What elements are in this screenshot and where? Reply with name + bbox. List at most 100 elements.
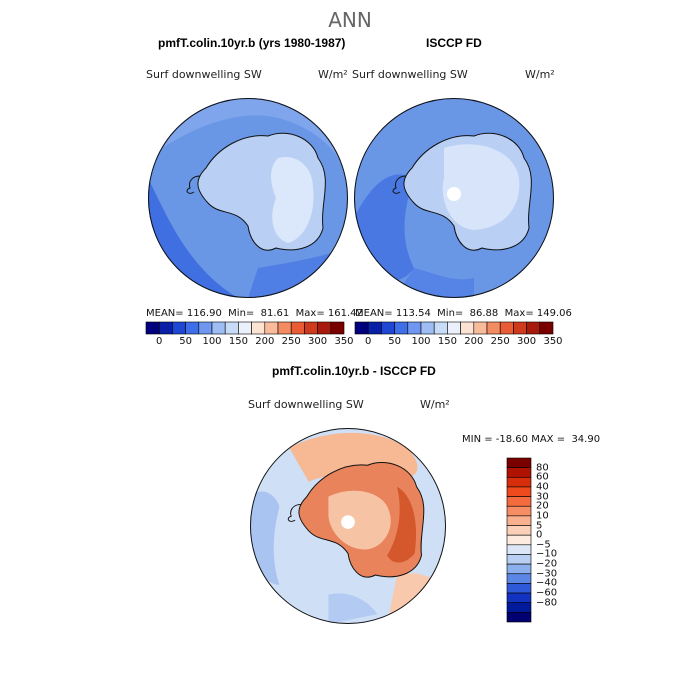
colorbar2-swatch: [354, 321, 369, 335]
colorbar1-tick-label: 150: [228, 336, 248, 347]
colorbar3-swatch: [506, 583, 532, 594]
colorbar3-swatch: [506, 467, 532, 478]
panel1-map: [148, 98, 348, 298]
colorbar1-tick-label: 200: [255, 336, 275, 347]
panel1-colorbar-ticks: 0 50 100 150 200 250 300 350: [146, 336, 354, 350]
panel3-land-dark: [387, 486, 417, 563]
colorbar2-swatch: [460, 321, 475, 335]
panel3-hole: [341, 515, 355, 529]
colorbar1-swatch: [158, 321, 173, 335]
panel2-units: W/m²: [525, 68, 555, 81]
panel2-stats: MEAN= 113.54 Min= 86.88 Max= 149.06: [355, 308, 572, 319]
colorbar2-tick-label: 150: [437, 336, 457, 347]
colorbar3-swatch: [506, 544, 532, 555]
panel1-ocean-light: [148, 98, 348, 188]
colorbar1-swatch: [304, 321, 318, 335]
colorbar3-tick-label: 10: [536, 510, 549, 522]
colorbar3-tick-label: −40: [536, 577, 558, 589]
colorbar2-swatch: [433, 321, 448, 335]
panel3-ocean-pos2: [387, 573, 446, 624]
colorbar1-swatch: [251, 321, 266, 335]
panel3-map: [250, 428, 446, 624]
colorbar2-swatch: [499, 321, 514, 335]
panel1-land-pale: [271, 157, 314, 243]
colorbar3-swatch: [506, 602, 532, 613]
colorbar1-swatch: [145, 321, 160, 335]
panel1-colorbar: [145, 321, 345, 335]
colorbar2-swatch: [486, 321, 501, 335]
panel3-stats: MIN = -18.60 MAX = 34.90: [462, 434, 601, 445]
colorbar3-tick-label: 5: [536, 520, 543, 532]
figure-title: ANN: [328, 8, 372, 32]
colorbar1-swatch: [238, 321, 252, 335]
colorbar2-tick-label: 100: [411, 336, 431, 347]
colorbar1-tick-label: 0: [156, 336, 163, 347]
colorbar1-swatch: [224, 321, 239, 335]
panel2-hole: [447, 187, 461, 201]
colorbar3-tick-label: −20: [536, 558, 558, 570]
colorbar3-swatch: [506, 486, 532, 497]
colorbar3-tick-label: 30: [536, 491, 549, 503]
colorbar1-swatch: [264, 321, 279, 335]
panel3-ocean-neg2: [328, 593, 378, 624]
panel1-variable: Surf downwelling SW: [146, 68, 262, 81]
panel3-colorbar-ticks: 80 60 40 30 20 10 5 0 −5 −10 −20 −30 −40 −60 −80: [536, 458, 576, 622]
colorbar1-swatch: [198, 321, 213, 335]
colorbar3-tick-label: −5: [536, 539, 551, 551]
panel3-peninsula: [287, 503, 301, 522]
colorbar1-swatch: [211, 321, 226, 335]
panel2-colorbar-ticks: 0 50 100 150 200 250 300 350: [355, 336, 563, 350]
colorbar2-swatch: [513, 321, 527, 335]
colorbar1-tick-label: 350: [334, 336, 354, 347]
panel2-peninsula: [392, 175, 407, 194]
colorbar3-swatch: [506, 534, 532, 546]
panel1-peninsula: [186, 175, 201, 194]
panel2-title: ISCCP FD: [426, 36, 482, 50]
colorbar3-tick-label: 20: [536, 500, 549, 512]
colorbar1-tick-label: 50: [179, 336, 192, 347]
panel3-title: pmfT.colin.10yr.b - ISCCP FD: [272, 364, 436, 378]
colorbar3-tick-label: −60: [536, 587, 558, 599]
colorbar3-tick-label: 80: [536, 462, 549, 474]
colorbar2-swatch: [539, 321, 554, 335]
colorbar2-swatch: [447, 321, 461, 335]
panel3-variable: Surf downwelling SW: [248, 398, 364, 411]
colorbar3-swatch: [506, 515, 532, 526]
colorbar3-swatch: [506, 554, 532, 565]
colorbar3-tick-label: −80: [536, 597, 558, 609]
colorbar1-tick-label: 300: [308, 336, 328, 347]
panel2-map: [354, 98, 554, 298]
colorbar3-tick-label: −10: [536, 548, 558, 560]
colorbar2-tick-label: 50: [388, 336, 401, 347]
colorbar1-swatch: [317, 321, 332, 335]
colorbar2-tick-label: 0: [365, 336, 372, 347]
colorbar1-swatch: [330, 321, 345, 335]
colorbar2-swatch: [407, 321, 422, 335]
panel2-colorbar: [354, 321, 554, 335]
colorbar3-swatch: [506, 457, 532, 468]
colorbar3-swatch: [506, 505, 532, 517]
colorbar3-tick-label: 60: [536, 471, 549, 483]
colorbar2-tick-label: 300: [517, 336, 537, 347]
colorbar2-swatch: [381, 321, 395, 335]
panel1-title: pmfT.colin.10yr.b (yrs 1980-1987): [158, 36, 346, 50]
colorbar3-swatch: [506, 592, 532, 604]
colorbar3-swatch: [506, 573, 532, 584]
colorbar3-tick-label: 40: [536, 481, 549, 493]
colorbar1-swatch: [277, 321, 292, 335]
colorbar1-tick-label: 100: [202, 336, 222, 347]
colorbar2-tick-label: 250: [490, 336, 510, 347]
colorbar2-tick-label: 350: [543, 336, 563, 347]
colorbar2-swatch: [420, 321, 435, 335]
colorbar1-swatch: [172, 321, 186, 335]
colorbar3-swatch: [506, 612, 532, 623]
colorbar1-tick-label: 250: [281, 336, 301, 347]
colorbar2-swatch: [394, 321, 409, 335]
colorbar3-tick-label: 0: [536, 529, 543, 541]
colorbar1-swatch: [185, 321, 200, 335]
colorbar3-swatch: [506, 525, 532, 536]
colorbar2-swatch: [473, 321, 488, 335]
colorbar1-swatch: [290, 321, 305, 335]
colorbar3-swatch: [506, 496, 532, 507]
colorbar2-swatch: [367, 321, 382, 335]
